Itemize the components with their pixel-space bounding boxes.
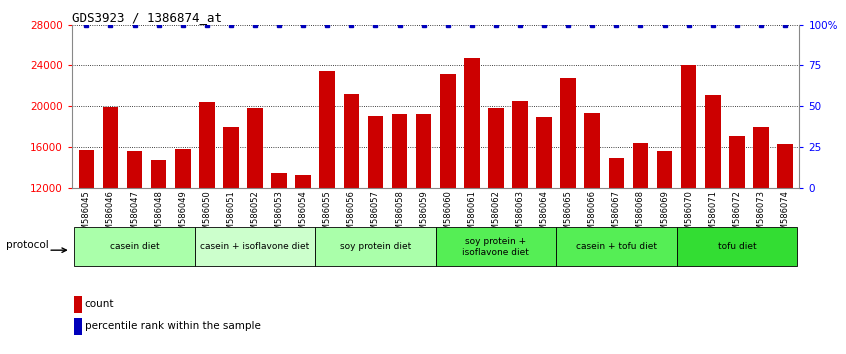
Bar xyxy=(436,227,556,267)
Bar xyxy=(729,136,744,310)
Bar xyxy=(560,78,576,310)
Text: soy protein +
isoflavone diet: soy protein + isoflavone diet xyxy=(463,237,530,257)
Bar xyxy=(175,149,190,310)
Bar xyxy=(556,227,677,267)
Bar xyxy=(272,173,287,310)
Bar xyxy=(681,65,696,310)
Bar xyxy=(223,126,239,310)
Bar xyxy=(316,227,436,267)
Bar xyxy=(151,160,167,310)
Text: protocol: protocol xyxy=(7,240,49,250)
Text: casein + isoflavone diet: casein + isoflavone diet xyxy=(201,242,310,251)
Text: casein diet: casein diet xyxy=(110,242,159,251)
Bar xyxy=(777,144,793,310)
Text: tofu diet: tofu diet xyxy=(717,242,756,251)
Bar xyxy=(585,113,600,310)
Bar xyxy=(512,101,528,310)
Bar xyxy=(633,143,648,310)
Bar xyxy=(102,107,118,310)
Bar xyxy=(320,70,335,310)
Bar xyxy=(79,150,94,310)
Text: soy protein diet: soy protein diet xyxy=(340,242,411,251)
Text: casein + tofu diet: casein + tofu diet xyxy=(576,242,656,251)
Bar xyxy=(536,118,552,310)
Text: percentile rank within the sample: percentile rank within the sample xyxy=(85,321,261,331)
Bar xyxy=(74,227,195,267)
Bar xyxy=(656,151,673,310)
Bar xyxy=(295,175,311,310)
Bar xyxy=(488,108,503,310)
Bar xyxy=(127,151,142,310)
Bar xyxy=(247,108,263,310)
Bar xyxy=(74,296,82,313)
Bar xyxy=(677,227,797,267)
Bar xyxy=(608,158,624,310)
Bar xyxy=(416,114,431,310)
Bar xyxy=(74,318,82,335)
Bar xyxy=(705,95,721,310)
Bar xyxy=(368,116,383,310)
Bar xyxy=(199,102,215,310)
Bar xyxy=(392,114,408,310)
Bar xyxy=(753,126,769,310)
Text: GDS3923 / 1386874_at: GDS3923 / 1386874_at xyxy=(72,11,222,24)
Bar xyxy=(464,58,480,310)
Bar xyxy=(195,227,316,267)
Bar xyxy=(440,74,455,310)
Bar xyxy=(343,94,360,310)
Text: count: count xyxy=(85,299,114,309)
